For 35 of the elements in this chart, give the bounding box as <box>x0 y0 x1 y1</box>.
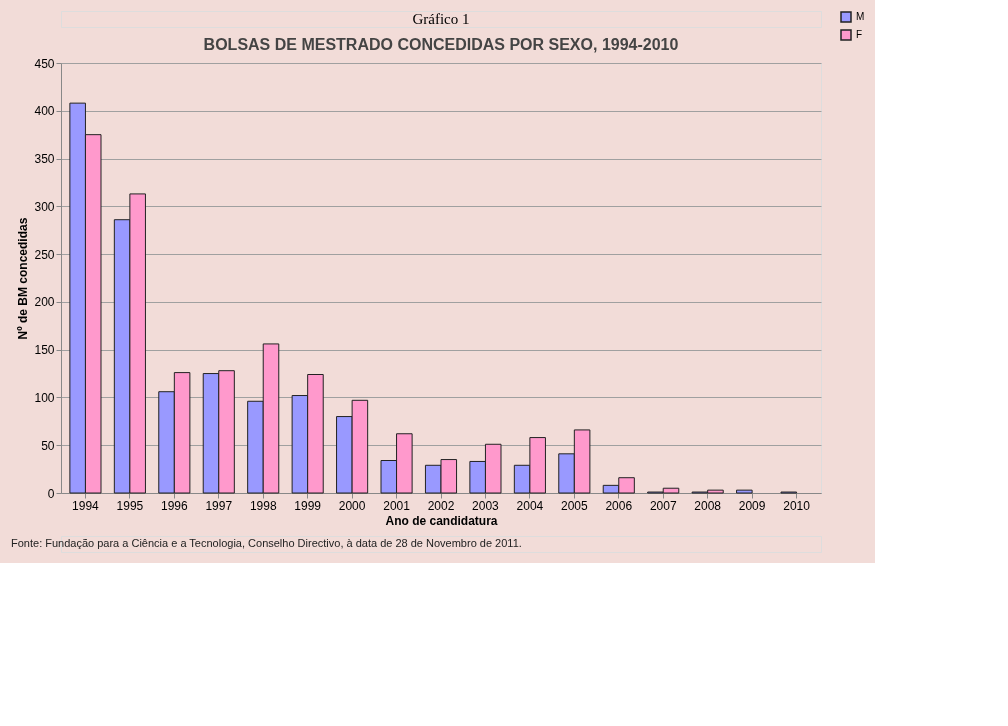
y-tick-label: 150 <box>34 343 55 358</box>
bar <box>736 489 753 494</box>
y-tick-label: 0 <box>47 486 55 501</box>
x-tick-label: 2004 <box>516 498 544 513</box>
y-tick-label: 350 <box>34 152 55 167</box>
y-tick-label: 250 <box>34 247 55 262</box>
y-tick-label: 400 <box>34 104 55 119</box>
legend-label: M <box>856 11 865 22</box>
chart-title: BOLSAS DE MESTRADO CONCEDIDAS POR SEXO, 1994-2010 <box>203 36 679 53</box>
x-tick-label: 2001 <box>383 498 411 513</box>
x-tick-label: 2002 <box>427 498 455 513</box>
y-axis-title: Nº de BM concedidas <box>16 217 31 340</box>
x-tick-label: 1997 <box>205 498 233 513</box>
x-tick-label: 2010 <box>783 498 811 513</box>
x-axis-title: Ano de candidatura <box>385 513 498 528</box>
y-tick-label: 100 <box>34 390 55 405</box>
x-tick-label: 1994 <box>72 498 100 513</box>
legend-label: F <box>856 29 863 40</box>
text: Gráfico 1 <box>412 11 470 27</box>
x-tick-label: 2006 <box>605 498 633 513</box>
y-tick-label: 300 <box>34 199 55 214</box>
x-tick-label: 1998 <box>249 498 277 513</box>
y-tick-label: 50 <box>41 438 55 453</box>
x-tick-label: 2009 <box>738 498 766 513</box>
x-tick-label: 2007 <box>649 498 677 513</box>
x-tick-label: 1996 <box>160 498 188 513</box>
x-tick-label: 2008 <box>694 498 722 513</box>
x-tick-label: 2003 <box>472 498 500 513</box>
source-note: Fonte: Fundação para a Ciência e a Tecnologia, Conselho Directivo, à data de 28 de Novembro de 2011. <box>11 537 522 549</box>
y-tick-label: 450 <box>34 56 55 71</box>
x-tick-label: 2005 <box>560 498 588 513</box>
x-tick-label: 2000 <box>338 498 366 513</box>
y-tick-label: 200 <box>34 295 55 310</box>
x-tick-label: 1995 <box>116 498 144 513</box>
x-tick-label: 1999 <box>294 498 322 513</box>
